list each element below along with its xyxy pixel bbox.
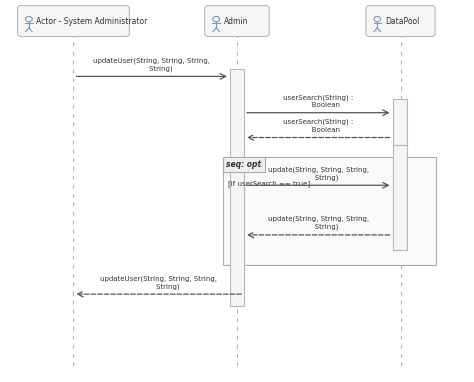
Text: DataPool: DataPool — [385, 16, 419, 26]
Text: updateUser(String, String, String,
        String): updateUser(String, String, String, Strin… — [93, 57, 210, 72]
Text: seq: opt: seq: opt — [226, 160, 261, 169]
Text: Actor - System Administrator: Actor - System Administrator — [36, 16, 148, 26]
Text: update(String, String, String,
       String): update(String, String, String, String) — [268, 166, 369, 181]
Text: Admin: Admin — [224, 16, 248, 26]
FancyBboxPatch shape — [366, 6, 435, 36]
Text: userSearch(String) :
       Boolean: userSearch(String) : Boolean — [283, 119, 354, 133]
Bar — [223, 157, 265, 172]
Bar — [223, 157, 436, 265]
Bar — [393, 99, 407, 145]
Text: updateUser(String, String, String,
        String): updateUser(String, String, String, Strin… — [100, 275, 217, 290]
FancyBboxPatch shape — [18, 6, 129, 36]
Text: userSearch(String) :
       Boolean: userSearch(String) : Boolean — [283, 94, 354, 108]
Bar — [230, 69, 244, 306]
FancyBboxPatch shape — [205, 6, 269, 36]
Text: [if userSearch == true]: [if userSearch == true] — [228, 180, 310, 187]
Bar — [393, 145, 407, 250]
Text: update(String, String, String,
       String): update(String, String, String, String) — [268, 216, 369, 230]
